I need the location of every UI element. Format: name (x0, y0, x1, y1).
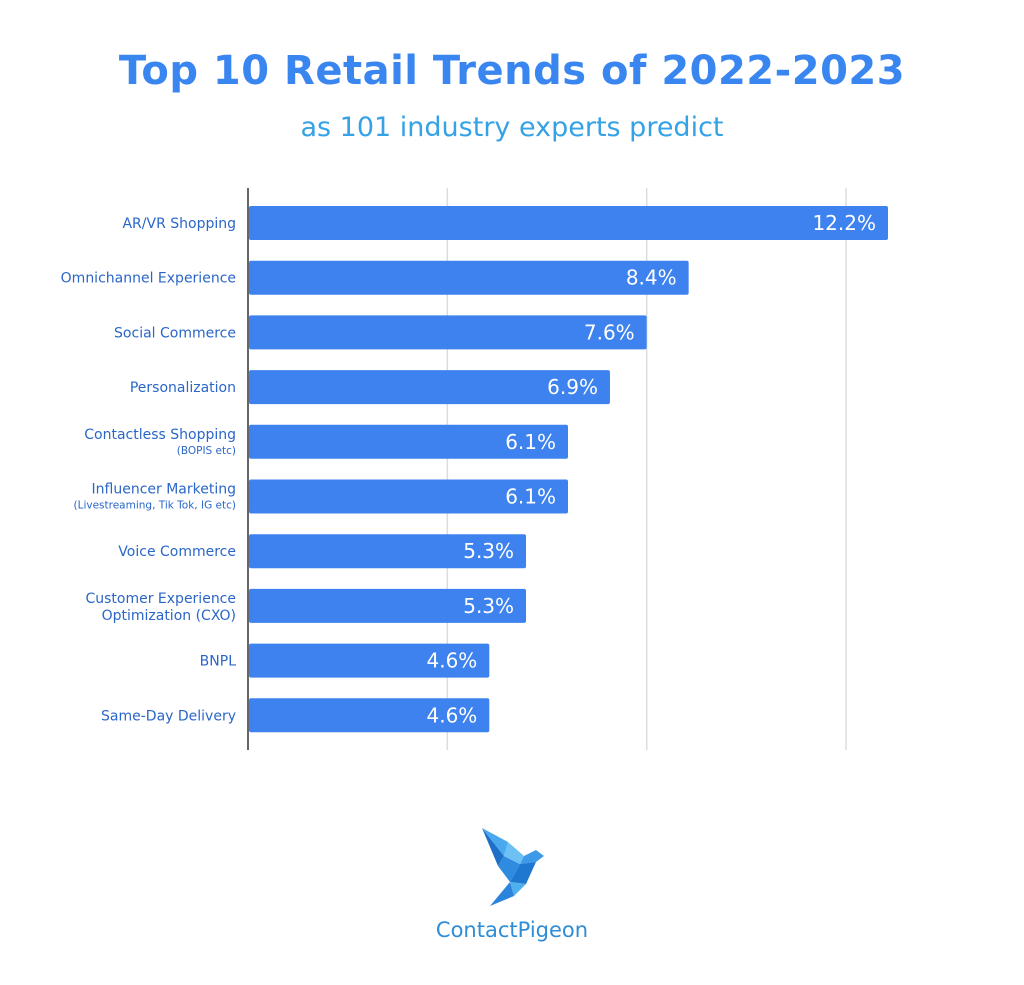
category-label: Influencer Marketing (92, 482, 236, 498)
bar-value-label: 6.1% (505, 485, 556, 509)
category-sublabel: (Livestreaming, Tik Tok, IG etc) (74, 500, 237, 512)
bar (249, 698, 490, 733)
chart-title: Top 10 Retail Trends of 2022-2023 (118, 48, 906, 94)
brand-logo: ContactPigeon (412, 826, 612, 956)
bar (249, 260, 689, 295)
bar-layer (249, 206, 888, 733)
bar-value-label: 4.6% (426, 649, 477, 673)
brand-name: ContactPigeon (435, 918, 589, 942)
category-label: Omnichannel Experience (61, 271, 236, 287)
bar (249, 424, 568, 459)
category-sublabel: (BOPIS etc) (177, 445, 236, 457)
category-label: Personalization (130, 380, 236, 396)
bar (249, 643, 490, 678)
bar-value-label: 12.2% (812, 211, 876, 235)
bar-value-label: 7.6% (584, 320, 635, 344)
bar (249, 534, 527, 569)
category-label: AR/VR Shopping (122, 216, 236, 232)
bar-value-label: 8.4% (626, 266, 677, 290)
pigeon-logo-icon (482, 828, 544, 906)
category-label: Social Commerce (114, 325, 236, 341)
category-sublabel: Optimization (CXO) (102, 608, 236, 624)
chart-subtitle: as 101 industry experts predict (300, 112, 724, 143)
bar-value-label: 6.1% (505, 430, 556, 454)
bar-value-label: 5.3% (463, 539, 514, 563)
bar (249, 315, 647, 350)
category-label: Customer Experience (85, 591, 236, 607)
bar-value-label: 6.9% (547, 375, 598, 399)
category-label: Voice Commerce (118, 544, 236, 560)
bar (249, 588, 527, 623)
category-label: Same-Day Delivery (101, 708, 236, 724)
bar-value-label: 5.3% (463, 594, 514, 618)
bar (249, 479, 568, 514)
bar (249, 370, 610, 405)
category-label: BNPL (200, 654, 237, 670)
bar (249, 206, 888, 240)
bar-value-label: 4.6% (426, 703, 477, 727)
label-layer: 12.2% AR/VR Shopping 8.4% Omnichannel Exper… (61, 211, 876, 727)
category-label: Contactless Shopping (84, 427, 236, 443)
